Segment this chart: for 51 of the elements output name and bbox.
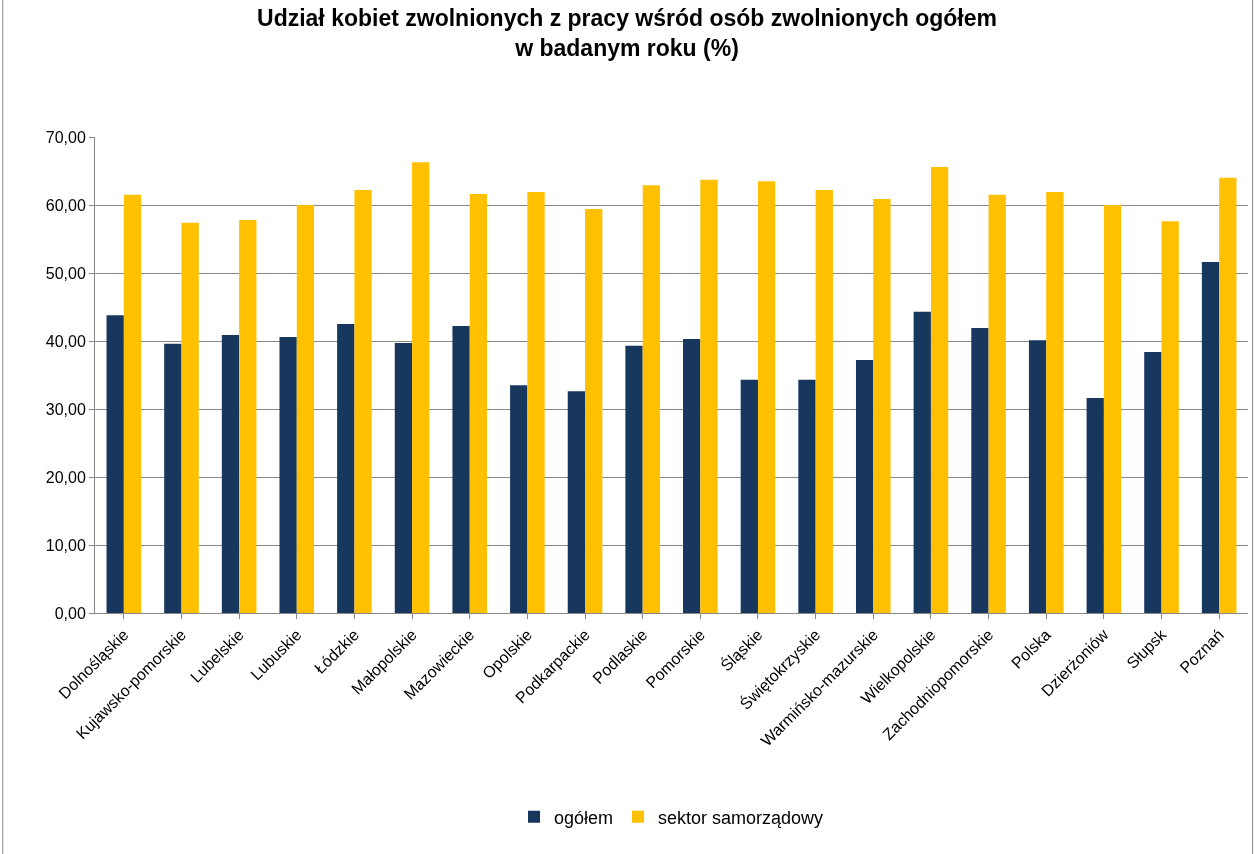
y-tick-label: 20,00	[45, 468, 86, 486]
y-tick-label: 50,00	[45, 264, 86, 282]
bar	[1046, 192, 1064, 613]
bar	[412, 162, 430, 613]
bar	[181, 222, 199, 613]
bar	[164, 343, 182, 613]
bar	[930, 166, 949, 613]
bar	[971, 328, 989, 613]
y-tick-label: 60,00	[45, 196, 86, 214]
legend-label: sektor samorządowy	[658, 807, 824, 828]
legend-label: ogółem	[554, 807, 614, 828]
bar	[1103, 205, 1122, 613]
bar	[1219, 177, 1237, 613]
bar	[873, 198, 891, 613]
bar	[740, 379, 758, 613]
bar	[988, 194, 1006, 613]
bar	[239, 219, 257, 613]
bar	[221, 334, 240, 613]
bar	[279, 336, 297, 613]
bar	[700, 179, 718, 613]
y-tick-label: 30,00	[45, 400, 86, 418]
bar	[1086, 398, 1104, 613]
bar	[106, 315, 124, 613]
bar	[354, 190, 372, 613]
bar	[567, 391, 586, 613]
bar	[798, 379, 816, 613]
bar	[296, 205, 315, 613]
bar	[683, 338, 701, 613]
bar	[394, 343, 413, 613]
y-tick-label: 0,00	[54, 604, 86, 622]
bar	[625, 345, 643, 613]
chart-title: Udział kobiet zwolnionych z pracy wśród osób zwolnionych ogółem w badanym roku (%)	[257, 4, 997, 61]
bar	[1201, 262, 1220, 613]
bar	[757, 181, 776, 613]
bar	[1144, 351, 1162, 613]
bar	[452, 326, 470, 613]
bar	[123, 194, 142, 613]
bar	[337, 324, 355, 613]
bar	[913, 311, 931, 613]
bar	[469, 194, 488, 613]
bar	[642, 185, 660, 613]
bar	[510, 385, 528, 613]
bar	[855, 360, 874, 613]
y-tick-label: 10,00	[45, 536, 86, 554]
bar	[527, 192, 545, 613]
bar	[1161, 221, 1179, 613]
y-tick-label: 40,00	[45, 332, 86, 350]
bar	[585, 209, 603, 613]
bar	[815, 190, 833, 613]
bar	[1028, 340, 1047, 613]
y-tick-label: 70,00	[45, 128, 86, 146]
